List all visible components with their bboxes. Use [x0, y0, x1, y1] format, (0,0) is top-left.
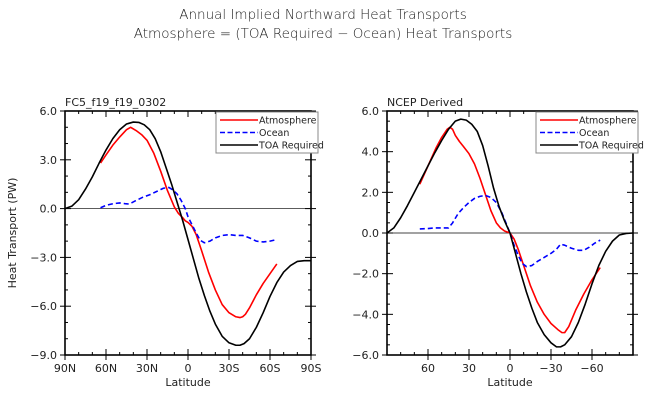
panel-title: NCEP Derived — [387, 96, 463, 109]
y-tick-label: −9.0 — [30, 349, 57, 362]
x-tick-label: 60N — [95, 362, 117, 375]
series-group — [386, 118, 634, 348]
y-tick-label: 3.0 — [40, 154, 58, 167]
x-tick-label: 90S — [301, 362, 322, 375]
legend-label: Ocean — [259, 128, 289, 139]
y-axis-label: Heat Transport (PW) — [6, 178, 19, 289]
y-tick-label: −4.0 — [352, 308, 379, 321]
series-line-toa-required — [64, 121, 311, 347]
x-tick-label: 30S — [219, 362, 240, 375]
y-tick-label: 0.0 — [40, 203, 58, 216]
series-line-atmosphere — [99, 126, 278, 319]
x-tick-label: 0 — [185, 362, 192, 375]
y-tick-label: −2.0 — [352, 268, 379, 281]
series-line-toa-required — [386, 118, 634, 348]
figure-title-line1: Annual Implied Northward Heat Transports — [179, 7, 467, 23]
y-tick-label: 6.0 — [40, 105, 58, 118]
x-tick-label: 90N — [54, 362, 76, 375]
legend-label: Atmosphere — [579, 116, 637, 127]
y-tick-label: −6.0 — [352, 349, 379, 362]
x-tick-label: 30 — [462, 362, 476, 375]
x-tick-label: 60S — [260, 362, 281, 375]
x-tick-label: 30N — [136, 362, 158, 375]
x-tick-label: −60 — [580, 362, 603, 375]
legend-box — [535, 111, 639, 154]
figure-title-line2: Atmosphere = (TOA Required − Ocean) Heat… — [134, 26, 512, 42]
y-tick-label: 2.0 — [362, 186, 380, 199]
panel-left: FC5_f19_f19_0302 90N 60N 30N 0 30S 60S 90S Latit… — [6, 96, 324, 389]
series-line-atmosphere — [419, 126, 601, 334]
legend-label: Ocean — [579, 128, 609, 139]
panel-title: FC5_f19_f19_0302 — [65, 96, 166, 109]
y-tick-label: 6.0 — [362, 105, 380, 118]
y-tick-label: −6.0 — [30, 300, 57, 313]
x-axis-label: Latitude — [165, 376, 211, 389]
y-tick-label: −3.0 — [30, 251, 57, 264]
x-axis-label: Latitude — [487, 376, 533, 389]
y-tick-label: 4.0 — [362, 146, 380, 159]
legend-box — [215, 111, 319, 154]
legend-label: TOA Required — [578, 141, 644, 152]
x-tick-label: 0 — [507, 362, 514, 375]
y-tick-label: 0.0 — [362, 227, 380, 240]
legend-label: Atmosphere — [259, 116, 317, 127]
panel-right: NCEP Derived 60 30 0 −30 −60 Latitude 6.0 4.0 2.0… — [352, 96, 644, 389]
series-line-ocean — [419, 194, 601, 268]
series-group — [64, 121, 311, 347]
series-line-ocean — [100, 186, 278, 244]
x-tick-label: 60 — [421, 362, 435, 375]
legend-label: TOA Required — [258, 141, 324, 152]
x-tick-label: −30 — [539, 362, 562, 375]
